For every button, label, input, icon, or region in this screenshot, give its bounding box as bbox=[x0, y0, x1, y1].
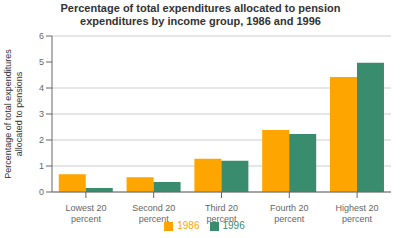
svg-text:6: 6 bbox=[39, 31, 44, 41]
svg-text:4: 4 bbox=[39, 83, 44, 93]
html-text:Percentage of total expenditur: Percentage of total expenditures allocat… bbox=[3, 49, 24, 179]
svg-text:Second 20percent: Second 20percent bbox=[132, 203, 175, 223]
html-text:Percentage of total expenditur: Percentage of total expenditures allocat… bbox=[60, 2, 341, 27]
svg-text:5: 5 bbox=[39, 57, 44, 67]
svg-text:Third 20percent: Third 20percent bbox=[205, 203, 238, 223]
html-text:1996: 1996 bbox=[222, 220, 245, 231]
svg-text:1: 1 bbox=[39, 161, 44, 171]
svg-text:2: 2 bbox=[39, 135, 44, 145]
svg-text:3: 3 bbox=[39, 109, 44, 119]
svg-text:Highest 20percent: Highest 20percent bbox=[336, 203, 379, 223]
svg-text:Fourth 20percent: Fourth 20percent bbox=[270, 203, 309, 223]
html-text:1986: 1986 bbox=[177, 220, 200, 231]
svg-text:Lowest 20percent: Lowest 20percent bbox=[65, 203, 106, 223]
svg-text:0: 0 bbox=[39, 187, 44, 197]
